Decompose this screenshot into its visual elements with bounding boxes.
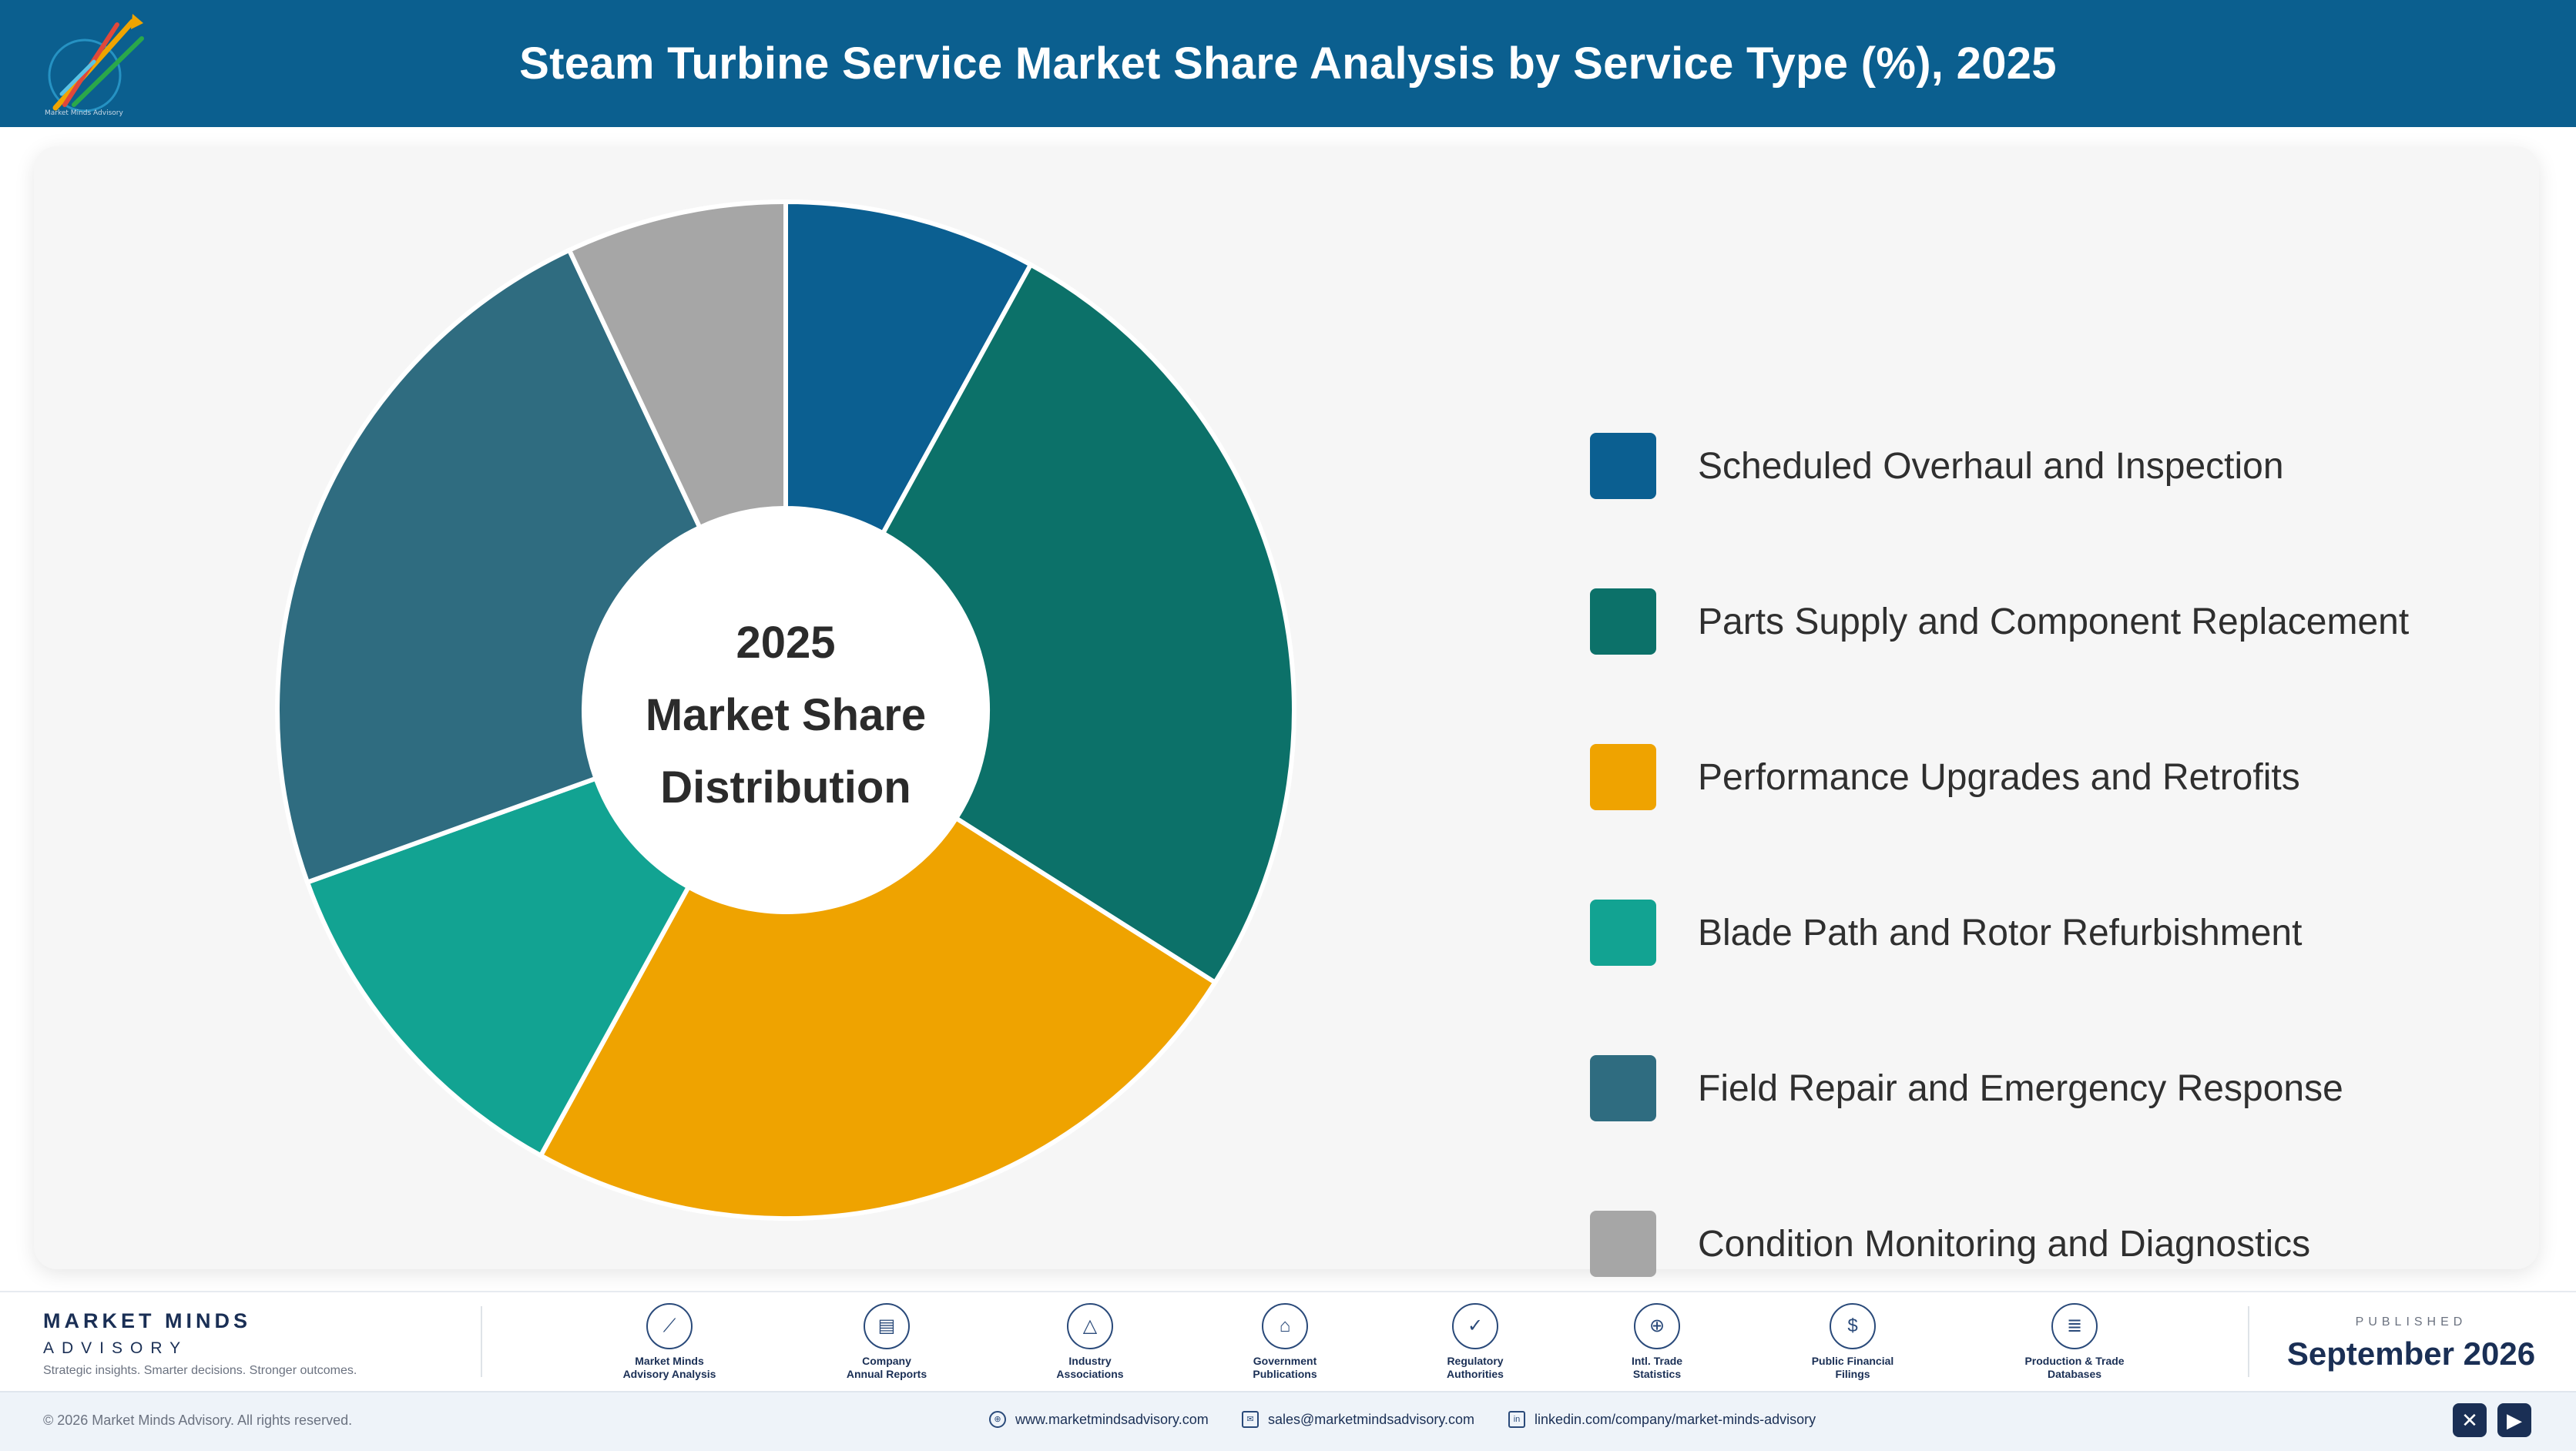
footer-brand: MARKET MINDS ADVISORY Strategic insights… (43, 1309, 357, 1378)
donut-slice-5[interactable] (275, 246, 703, 886)
source-label: Government Publications (1200, 1355, 1370, 1381)
legend-label: Scheduled Overhaul and Inspection (1698, 445, 2284, 487)
source-label-line2: Filings (1835, 1368, 1870, 1380)
source-label: Intl. Trade Statistics (1572, 1355, 1742, 1381)
source-label-line2: Publications (1253, 1368, 1317, 1380)
legend-label: Condition Monitoring and Diagnostics (1698, 1223, 2311, 1265)
bottom-bar (0, 1391, 2576, 1451)
source-label-line1: Intl. Trade (1631, 1355, 1683, 1367)
website-text: www.marketmindsadvisory.com (1015, 1411, 1209, 1427)
source-label-line2: Databases (2047, 1368, 2102, 1380)
globe-icon: ⊕ (989, 1411, 1006, 1428)
source-label: Production & Trade Databases (1990, 1355, 2159, 1381)
brand-subtitle: ADVISORY (43, 1339, 189, 1357)
source-annual-reports: ▤ Company Annual Reports (802, 1303, 971, 1381)
chart-card: Scheduled Overhaul and Inspection Parts S… (34, 146, 2539, 1277)
source-label-line2: Advisory Analysis (622, 1368, 716, 1380)
legend-label: Field Repair and Emergency Response (1698, 1067, 2343, 1109)
legend-item[interactable]: Parts Supply and Component Replacement (1590, 588, 2409, 655)
mail-icon: ✉ (1242, 1411, 1259, 1428)
source-label: Market Minds Advisory Analysis (585, 1355, 754, 1381)
source-label-line1: Government (1253, 1355, 1317, 1367)
donut-slice-6[interactable] (565, 199, 788, 531)
donut-slice-1[interactable] (783, 199, 1035, 537)
source-label-line1: Public Financial (1811, 1355, 1894, 1367)
source-label-line1: Company (862, 1355, 911, 1367)
source-label-line2: Statistics (1632, 1368, 1682, 1380)
source-industry-associations: △ Industry Associations (1005, 1303, 1175, 1381)
logo-caption: Market Minds Advisory (45, 109, 123, 117)
published-date: September 2026 (2286, 1335, 2536, 1372)
email-link[interactable]: ✉ sales@marketmindsadvisory.com (1242, 1411, 1474, 1428)
network-icon: △ (1067, 1303, 1113, 1349)
source-regulatory-authorities: ✓ Regulatory Authorities (1390, 1303, 1560, 1381)
legend-swatch (1590, 900, 1656, 966)
legend-label: Performance Upgrades and Retrofits (1698, 756, 2300, 798)
header-bar: Steam Turbine Service Market Share Analy… (0, 0, 2576, 127)
source-label: Company Annual Reports (802, 1355, 971, 1381)
source-label-line1: Regulatory (1447, 1355, 1504, 1367)
dollar-coin-icon: $ (1830, 1303, 1876, 1349)
legend-item[interactable]: Performance Upgrades and Retrofits (1590, 744, 2300, 810)
source-market-minds: ⟋ Market Minds Advisory Analysis (585, 1303, 754, 1381)
source-label-line1: Market Minds (635, 1355, 704, 1367)
x-social-icon[interactable]: ✕ (2453, 1403, 2487, 1437)
center-label-year: 2025 (736, 618, 836, 668)
source-label-line2: Authorities (1447, 1368, 1504, 1380)
email-text: sales@marketmindsadvisory.com (1268, 1411, 1475, 1427)
source-trade-databases: ≣ Production & Trade Databases (1990, 1303, 2159, 1381)
brand-tagline: Strategic insights. Smarter decisions. S… (43, 1364, 357, 1377)
source-label-line1: Production & Trade (2024, 1355, 2125, 1367)
brand-name: MARKET MINDS (43, 1309, 251, 1332)
copyright-text: © 2026 Market Minds Advisory. All rights… (43, 1412, 353, 1428)
donut-center-label: 2025 Market Share Distribution (585, 607, 986, 824)
legend-item[interactable]: Condition Monitoring and Diagnostics (1590, 1211, 2310, 1277)
source-government-publications: ⌂ Government Publications (1200, 1303, 1370, 1381)
donut-hole (585, 510, 986, 910)
legend-label: Blade Path and Rotor Refurbishment (1698, 912, 2303, 953)
linkedin-text: linkedin.com/company/market-minds-adviso… (1535, 1411, 1816, 1427)
logo-mark (48, 14, 144, 112)
donut-chart (275, 199, 1296, 1221)
donut-slice-2[interactable] (880, 261, 1296, 986)
footer-divider (2248, 1306, 2249, 1377)
government-building-icon: ⌂ (1262, 1303, 1308, 1349)
chart-title: Steam Turbine Service Market Share Analy… (519, 39, 2057, 89)
source-label-line1: Industry (1068, 1355, 1112, 1367)
globe-icon: ⊕ (1634, 1303, 1680, 1349)
source-trade-statistics: ⊕ Intl. Trade Statistics (1572, 1303, 1742, 1381)
donut-slice-4[interactable] (304, 775, 692, 1159)
chart-line-icon: ⟋ (646, 1303, 693, 1349)
document-icon: ▤ (864, 1303, 910, 1349)
legend-swatch (1590, 744, 1656, 810)
database-icon: ≣ (2051, 1303, 2098, 1349)
legend-swatch (1590, 1211, 1656, 1277)
center-label-line3: Distribution (660, 762, 911, 813)
footer-divider (481, 1306, 482, 1377)
source-label-line2: Associations (1056, 1368, 1124, 1380)
legend-item[interactable]: Blade Path and Rotor Refurbishment (1590, 900, 2302, 966)
source-label-line2: Annual Reports (846, 1368, 927, 1380)
source-label: Regulatory Authorities (1390, 1355, 1560, 1381)
legend-swatch (1590, 1055, 1656, 1121)
source-label: Industry Associations (1005, 1355, 1175, 1381)
published-label: PUBLISHED (2355, 1315, 2467, 1329)
website-link[interactable]: ⊕ www.marketmindsadvisory.com (989, 1411, 1209, 1428)
legend-swatch (1590, 588, 1656, 655)
linkedin-icon: in (1508, 1411, 1525, 1428)
published-block: PUBLISHED September 2026 (2257, 1315, 2565, 1372)
youtube-social-icon[interactable]: ▶ (2497, 1403, 2531, 1437)
shield-check-icon: ✓ (1452, 1303, 1498, 1349)
legend-item[interactable]: Field Repair and Emergency Response (1590, 1055, 2343, 1121)
donut-slice-3[interactable] (537, 815, 1219, 1221)
source-label: Public Financial Filings (1768, 1355, 1937, 1381)
source-financial-filings: $ Public Financial Filings (1768, 1303, 1937, 1381)
linkedin-link[interactable]: in linkedin.com/company/market-minds-adv… (1508, 1411, 1816, 1428)
legend-item[interactable]: Scheduled Overhaul and Inspection (1590, 433, 2284, 499)
legend-swatch (1590, 433, 1656, 499)
legend-label: Parts Supply and Component Replacement (1698, 601, 2410, 642)
center-label-line2: Market Share (645, 690, 927, 740)
